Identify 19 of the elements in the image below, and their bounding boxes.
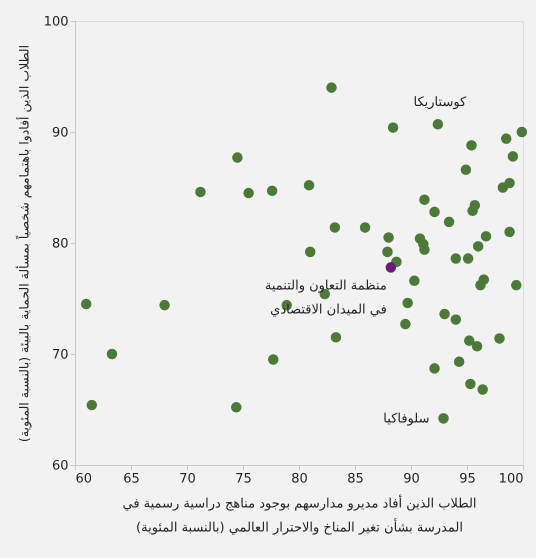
x-axis-title: الطلاب الذين أفاد مديرو مدارسهم بوجود مناهج دراسية رسمية في المدرسة بشأن تغير المناخ والاحترار العالمي (بالنسبة المئوية) bbox=[122, 494, 477, 536]
x-tick-label: 75 bbox=[235, 472, 252, 486]
y-axis-title: الطلاب الذين أفادوا باهتمامهم شخصياً بمسألة الحماية بالبيئة (بالنسبة المئوية) bbox=[14, 44, 33, 442]
x-tick-label: 60 bbox=[76, 472, 92, 486]
y-tick-label: 70 bbox=[52, 348, 68, 362]
y-tick-label: 100 bbox=[44, 14, 68, 30]
x-tick-label: 70 bbox=[179, 472, 196, 486]
annotation: منظمة التعاون والتنمية في الميدان الاقتصادي bbox=[264, 278, 387, 318]
x-tick-label: 80 bbox=[291, 472, 308, 486]
x-tick-label: 95 bbox=[459, 472, 476, 486]
x-tick-label: 90 bbox=[403, 472, 420, 486]
annotation: كوستاريكا bbox=[414, 95, 468, 110]
x-tick-label: 65 bbox=[123, 472, 140, 486]
y-tick-label: 80 bbox=[52, 236, 68, 252]
annotation: سلوفاكيا bbox=[383, 411, 430, 426]
x-tick-label: 100 bbox=[498, 472, 524, 486]
y-tick-label: 90 bbox=[52, 126, 68, 140]
y-tick-label: 60 bbox=[52, 458, 68, 474]
x-tick-label: 85 bbox=[347, 472, 364, 486]
